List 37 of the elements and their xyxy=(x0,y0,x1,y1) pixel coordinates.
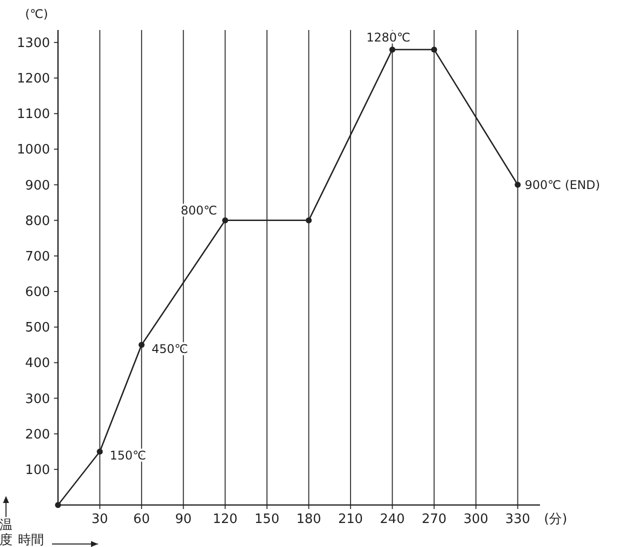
point xyxy=(138,342,145,348)
y-tick-label: 300 xyxy=(25,392,50,407)
y-tick-label: 1200 xyxy=(16,72,50,87)
text: 時間 xyxy=(18,533,44,547)
y-tick-label: 100 xyxy=(25,462,50,478)
point xyxy=(389,46,396,53)
x-tick-label: 150 xyxy=(254,512,280,527)
x-tick-label: 90 xyxy=(175,512,192,527)
y-tick-label: 1300 xyxy=(16,36,50,51)
annotation: 900℃ (END) xyxy=(524,178,600,192)
y-tick-label: 1100 xyxy=(16,107,50,122)
point xyxy=(514,182,521,188)
y-tick-label: 1000 xyxy=(16,142,50,158)
y-tick-label: 400 xyxy=(25,356,50,372)
y-tick-label: 900 xyxy=(25,178,50,194)
x-tick-label: 60 xyxy=(133,512,150,527)
y-tick-label: 500 xyxy=(25,320,50,336)
x-tick-label: 300 xyxy=(464,512,488,527)
y-tick-label: 700 xyxy=(25,249,50,264)
y-tick-label: 600 xyxy=(25,285,50,300)
x-tick-label: 30 xyxy=(92,512,108,527)
x-tick-label: 210 xyxy=(338,512,363,527)
x-tick-label: 270 xyxy=(422,512,447,527)
y-axis-title: (℃) xyxy=(25,7,48,21)
point xyxy=(96,448,103,455)
point xyxy=(306,217,312,224)
x-axis-title: (分) xyxy=(544,512,568,527)
text: 温度 xyxy=(0,518,12,547)
point xyxy=(222,217,228,224)
x-tick-label: 180 xyxy=(296,512,322,527)
point xyxy=(55,502,61,508)
x-tick-label: 120 xyxy=(212,512,238,527)
y-tick-label: 800 xyxy=(25,214,50,229)
y-tick-label: 200 xyxy=(25,427,50,442)
point xyxy=(431,46,438,53)
x-tick-label: 330 xyxy=(505,512,530,527)
x-tick-label: 240 xyxy=(380,512,405,527)
